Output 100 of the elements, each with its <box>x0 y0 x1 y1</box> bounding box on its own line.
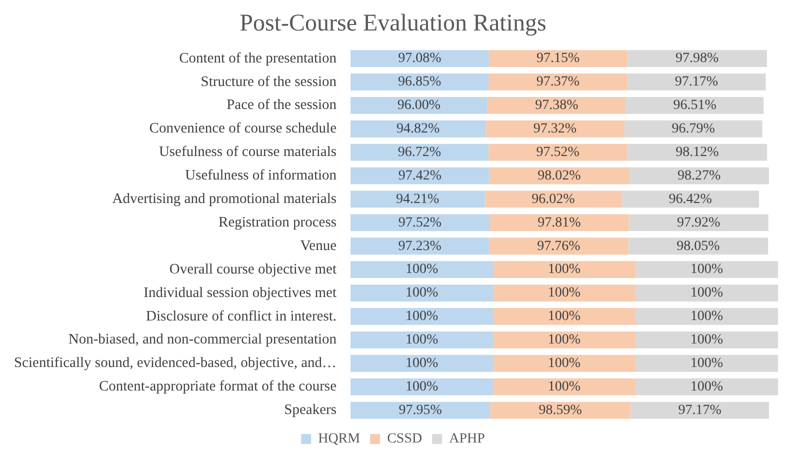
bar <box>350 238 490 255</box>
data-label: 100% <box>690 262 724 278</box>
data-label: 98.05% <box>676 238 720 254</box>
data-label: 97.92% <box>677 215 721 230</box>
data-label: 97.17% <box>678 402 722 418</box>
y-tick-label: Registration process <box>218 214 337 230</box>
data-label: 98.27% <box>677 168 721 184</box>
data-label: 100% <box>690 309 724 324</box>
bar <box>627 50 767 67</box>
y-tick-label: Disclosure of conflict in interest. <box>146 308 337 324</box>
y-tick-label: Non-biased, and non-commercial presentation <box>68 332 338 348</box>
bar <box>350 74 489 90</box>
y-tick-label: Pace of the session <box>226 97 338 114</box>
data-label: 100% <box>690 332 724 348</box>
bar <box>627 74 766 90</box>
bar <box>493 284 636 302</box>
data-label: 100% <box>548 309 581 324</box>
data-label: 94.21% <box>396 192 440 207</box>
y-tick-label: Speakers <box>284 402 337 418</box>
bar <box>628 214 768 232</box>
bar <box>350 331 494 348</box>
data-label: 96.42% <box>668 192 712 207</box>
data-label: 100% <box>690 356 724 372</box>
bar <box>624 120 762 138</box>
bar <box>630 402 770 419</box>
data-label: 97.98% <box>676 51 720 66</box>
bar <box>350 354 494 372</box>
bar <box>627 144 768 161</box>
bar <box>628 238 768 255</box>
y-tick-label: Venue <box>300 238 337 254</box>
bar <box>350 190 485 208</box>
legend-label: APHP <box>449 432 486 447</box>
y-tick-label: Content of the presentation <box>179 50 338 66</box>
bar <box>350 214 490 232</box>
bar <box>636 284 778 302</box>
data-label: 97.08% <box>398 51 442 66</box>
data-label: 100% <box>548 356 581 372</box>
data-label: 96.02% <box>532 192 576 207</box>
y-tick-label: Usefulness of course materials <box>158 144 337 160</box>
data-label: 100% <box>548 379 581 394</box>
y-tick-label: Overall course objective met <box>169 261 337 278</box>
data-label: 97.32% <box>533 122 577 137</box>
bar <box>350 402 490 419</box>
data-label: 94.82% <box>396 122 440 137</box>
bar <box>636 378 778 396</box>
bar <box>493 331 636 348</box>
bar <box>489 214 629 232</box>
data-label: 97.38% <box>535 98 579 114</box>
bar <box>350 378 494 396</box>
data-label: 100% <box>548 286 581 301</box>
data-label: 100% <box>548 332 581 348</box>
data-label: 100% <box>405 379 438 394</box>
bar <box>490 402 631 419</box>
data-label: 97.23% <box>398 238 442 254</box>
bar <box>350 167 490 184</box>
data-label: 97.37% <box>536 74 580 90</box>
data-label: 100% <box>405 332 438 348</box>
bar <box>350 308 494 325</box>
bar <box>488 144 628 161</box>
bar <box>636 331 778 348</box>
data-label: 100% <box>405 309 438 324</box>
y-tick-label: Usefulness of information <box>185 168 338 184</box>
y-tick-label: Individual session objectives met <box>144 284 337 301</box>
data-label: 100% <box>405 262 438 278</box>
bar <box>493 308 636 325</box>
bar <box>484 190 622 208</box>
y-tick-label: Scientifically sound, evidenced-based, objective, and… <box>14 355 337 372</box>
bar <box>493 261 636 278</box>
bar <box>350 261 494 278</box>
bar <box>493 354 636 372</box>
data-label: 96.79% <box>672 122 716 137</box>
bar <box>489 167 630 184</box>
bar <box>636 354 778 372</box>
data-label: 96.00% <box>397 98 441 114</box>
data-label: 97.42% <box>398 168 442 184</box>
chart-title: Post-Course Evaluation Ratings <box>240 10 546 37</box>
bar <box>350 120 486 138</box>
data-label: 98.12% <box>676 144 720 160</box>
data-label: 97.52% <box>398 215 442 230</box>
bar <box>488 50 628 67</box>
y-tick-label: Advertising and promotional materials <box>112 191 337 208</box>
data-label: 100% <box>690 379 724 394</box>
bar <box>636 261 778 278</box>
bar <box>489 238 628 255</box>
data-label: 98.59% <box>538 402 582 418</box>
bar <box>626 96 764 114</box>
data-label: 97.76% <box>537 238 581 254</box>
bar <box>493 378 636 396</box>
bar <box>350 50 489 67</box>
bar <box>350 96 488 114</box>
bar <box>629 167 770 184</box>
bar <box>488 74 628 90</box>
data-label: 96.72% <box>398 144 442 160</box>
data-label: 98.02% <box>538 168 582 184</box>
bar <box>486 120 624 138</box>
data-label: 97.52% <box>536 144 580 160</box>
data-label: 96.85% <box>398 74 442 90</box>
bar <box>350 144 488 161</box>
data-label: 97.15% <box>536 51 580 66</box>
data-label: 100% <box>405 286 438 301</box>
